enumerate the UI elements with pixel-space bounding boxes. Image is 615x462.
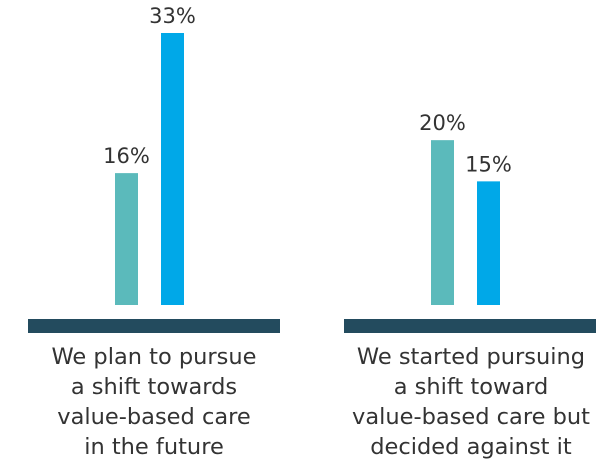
bar bbox=[161, 33, 184, 305]
category-label-line: value-based care bbox=[57, 404, 251, 430]
data-label: 20% bbox=[419, 111, 466, 135]
category-label-line: a shift towards bbox=[70, 374, 238, 400]
axis-baseline bbox=[344, 319, 596, 333]
category-label-line: We plan to pursue bbox=[51, 344, 257, 370]
category-label-line: value-based care but bbox=[352, 404, 590, 430]
category-label-line: We started pursuing bbox=[356, 344, 586, 370]
category-label-line: a shift toward bbox=[393, 374, 549, 400]
category-label-started-decided-against: We started pursuing a shift toward value… bbox=[336, 342, 606, 462]
bar bbox=[477, 181, 500, 305]
category-label-line: in the future bbox=[84, 434, 224, 460]
bar bbox=[115, 173, 138, 305]
data-label: 16% bbox=[103, 144, 150, 168]
category-label-plan-future: We plan to pursue a shift towards value-… bbox=[19, 342, 289, 462]
data-label: 33% bbox=[149, 4, 196, 28]
bar bbox=[431, 140, 454, 305]
data-label: 15% bbox=[465, 152, 512, 176]
category-label-line: decided against it bbox=[370, 434, 572, 460]
axis-baseline bbox=[28, 319, 280, 333]
